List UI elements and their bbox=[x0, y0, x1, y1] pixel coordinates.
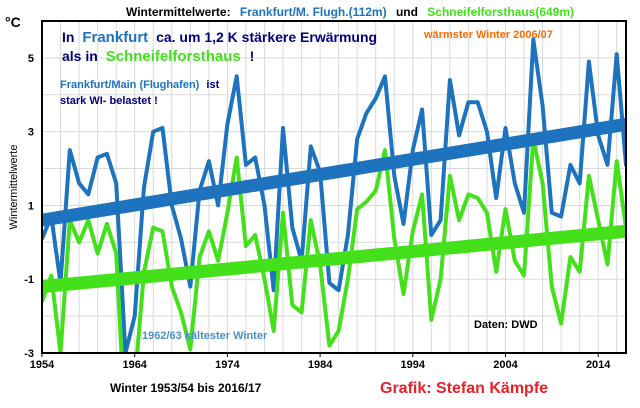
y-tick-label: -3 bbox=[24, 348, 34, 360]
header-part1: Wintermittelwerte: bbox=[126, 5, 231, 19]
series-line-schneifel bbox=[42, 137, 626, 353]
ticks: -3 -1 1 3 5 1954 1964 1974 1984 1994 2004 2014 bbox=[24, 53, 611, 371]
trend-line-schneifel bbox=[42, 224, 626, 294]
frankfurt-note-1a: Frankfurt/Main (Flughafen) bbox=[60, 79, 200, 91]
coldest-winter-note: 1962/63 kältester Winter bbox=[142, 330, 268, 342]
x-tick-label: 1984 bbox=[308, 359, 333, 371]
warmest-winter-note: wärmster Winter 2006/07 bbox=[423, 29, 553, 41]
data-source: Daten: DWD bbox=[474, 319, 538, 331]
trend-line-frankfurt bbox=[42, 117, 626, 227]
x-tick-label: 2014 bbox=[586, 359, 611, 371]
graphic-credit: Grafik: Stefan Kämpfe bbox=[380, 380, 548, 397]
plot-frame bbox=[41, 20, 627, 354]
x-tick-label: 1954 bbox=[30, 359, 55, 371]
headline-1a: In bbox=[62, 29, 74, 45]
y-tick-label: -1 bbox=[24, 274, 34, 286]
headline-line1: In Frankfurt ca. um 1,2 K stärkere Erwär… bbox=[62, 29, 377, 46]
unit-label: °C bbox=[5, 14, 21, 30]
headline-2c: ! bbox=[250, 48, 255, 64]
x-tick-label: 1994 bbox=[401, 359, 426, 371]
y-tick-label: 1 bbox=[28, 200, 34, 212]
y-tick-label: 5 bbox=[28, 53, 34, 65]
x-tick-label: 2004 bbox=[493, 359, 518, 371]
series-lines bbox=[42, 37, 626, 353]
x-tick-label: 1974 bbox=[215, 359, 240, 371]
headline-2a: als in bbox=[62, 48, 98, 64]
headline-1c: ca. um 1,2 K stärkere Erwärmung bbox=[156, 29, 377, 45]
headline-1b: Frankfurt bbox=[82, 29, 148, 46]
headline-2b: Schneifelforsthaus bbox=[106, 48, 241, 65]
x-tick-label: 1964 bbox=[122, 359, 147, 371]
frankfurt-note-line1: Frankfurt/Main (Flughafen) ist bbox=[60, 79, 220, 91]
frankfurt-note-1b: ist bbox=[206, 79, 219, 91]
header-part2: Frankfurt/M. Flugh.(112m) bbox=[240, 5, 387, 19]
series-line-frankfurt bbox=[42, 37, 626, 353]
header-title: Wintermittelwerte: Frankfurt/M. Flugh.(1… bbox=[126, 5, 574, 19]
header-part3: und bbox=[396, 5, 418, 19]
y-axis-label: Wintermittelwerte bbox=[8, 145, 20, 230]
period-label: Winter 1953/54 bis 2016/17 bbox=[110, 381, 262, 395]
y-tick-label: 3 bbox=[28, 127, 34, 139]
headline-line2: als in Schneifelforsthaus ! bbox=[62, 48, 254, 65]
header-part4: Schneifelforsthaus(649m) bbox=[427, 5, 574, 19]
frankfurt-note-line2: stark WI- belastet ! bbox=[60, 95, 158, 107]
